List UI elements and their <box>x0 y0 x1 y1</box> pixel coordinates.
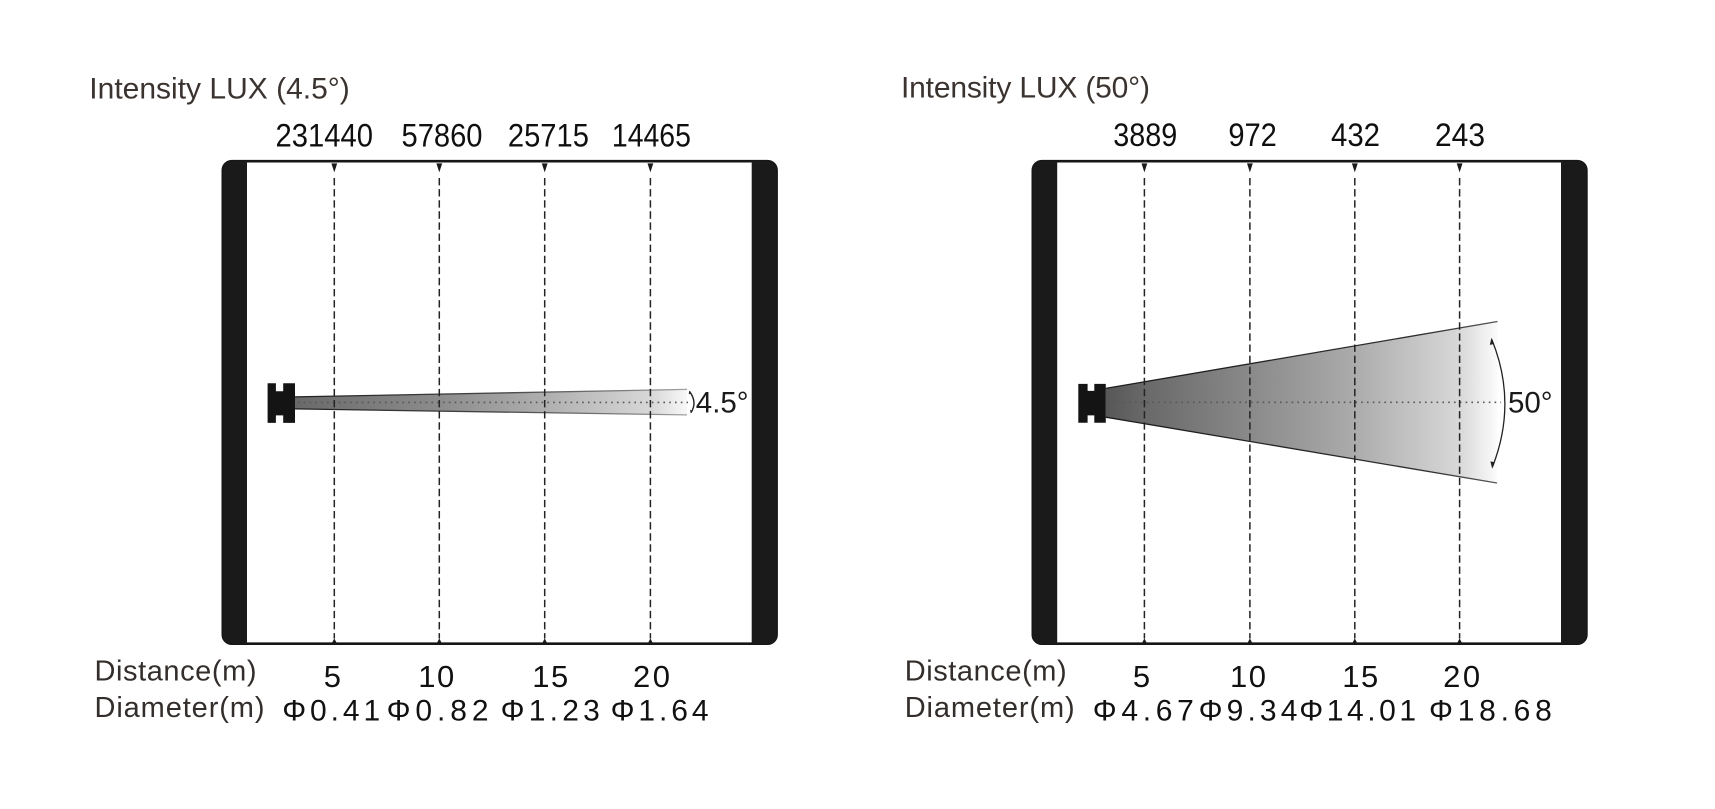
svg-text:Φ14.01: Φ14.01 <box>1299 694 1416 727</box>
svg-text:Intensity LUX (50°): Intensity LUX (50°) <box>901 72 1150 105</box>
svg-text:Diameter(m): Diameter(m) <box>95 692 265 724</box>
svg-text:50°: 50° <box>1508 387 1553 420</box>
svg-text:Φ9.34: Φ9.34 <box>1199 694 1298 727</box>
svg-text:243: 243 <box>1435 117 1485 153</box>
svg-text:Intensity LUX (4.5°): Intensity LUX (4.5°) <box>89 72 350 105</box>
svg-text:10: 10 <box>1230 659 1266 694</box>
svg-text:Φ0.82: Φ0.82 <box>387 694 489 727</box>
svg-text:231440: 231440 <box>276 118 374 154</box>
svg-text:14465: 14465 <box>612 118 691 154</box>
svg-text:432: 432 <box>1331 117 1380 153</box>
svg-text:Diameter(m): Diameter(m) <box>905 692 1075 724</box>
svg-text:Φ1.23: Φ1.23 <box>501 694 600 727</box>
svg-text:57860: 57860 <box>402 118 483 154</box>
svg-text:972: 972 <box>1228 117 1277 153</box>
svg-text:15: 15 <box>532 659 568 694</box>
svg-text:3889: 3889 <box>1113 117 1177 153</box>
svg-text:25715: 25715 <box>508 118 589 154</box>
svg-text:15: 15 <box>1342 659 1378 694</box>
svg-text:Φ18.68: Φ18.68 <box>1429 694 1552 727</box>
svg-text:4.5°: 4.5° <box>696 387 749 420</box>
svg-text:20: 20 <box>633 659 670 694</box>
svg-text:10: 10 <box>418 659 454 694</box>
svg-text:5: 5 <box>324 659 341 694</box>
svg-text:5: 5 <box>1133 659 1150 694</box>
svg-text:Distance(m): Distance(m) <box>95 656 257 688</box>
svg-text:Φ0.41: Φ0.41 <box>282 694 380 727</box>
svg-text:20: 20 <box>1443 659 1480 694</box>
svg-text:Distance(m): Distance(m) <box>905 656 1067 688</box>
svg-text:Φ1.64: Φ1.64 <box>611 694 709 727</box>
svg-text:Φ4.67: Φ4.67 <box>1093 694 1194 727</box>
